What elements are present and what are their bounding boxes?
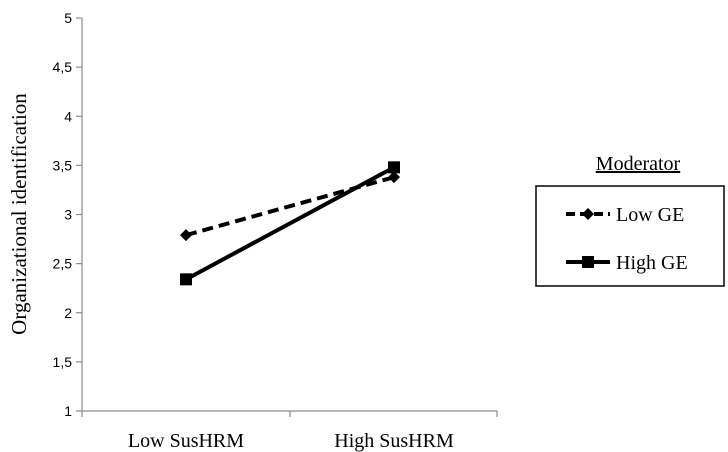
x-tick-label: High SusHRM: [334, 430, 454, 452]
y-tick-label: 3,5: [53, 157, 73, 173]
legend-marker: [582, 256, 594, 268]
data-point: [388, 161, 400, 174]
data-point: [180, 273, 192, 286]
x-axis: Low SusHRM High SusHRM: [81, 410, 498, 452]
y-tick-label: 3: [64, 207, 72, 223]
legend: Moderator Low GE High GE: [535, 153, 725, 287]
legend-marker: [582, 208, 594, 220]
data-point: [180, 229, 192, 242]
series-line: [185, 165, 395, 282]
y-axis-label: Organizational identification: [7, 93, 31, 335]
y-tick-label: 5: [64, 10, 72, 26]
legend-title: Moderator: [596, 153, 681, 175]
legend-label: High GE: [616, 252, 688, 274]
data-point: [388, 171, 400, 184]
series-high-ge: [180, 161, 400, 286]
y-tick-label: 4,5: [53, 59, 73, 75]
y-tick-label: 4: [64, 108, 72, 124]
legend-item: Low GE: [566, 204, 684, 226]
series-layer: [180, 161, 400, 286]
y-axis: 1 1,5 2 2,5 3 3,5 4 4,5 5: [53, 10, 83, 419]
legend-box: [535, 185, 725, 287]
y-tick-label: 2: [64, 305, 72, 321]
y-tick-label: 2,5: [53, 256, 73, 272]
x-tick-label: Low SusHRM: [128, 430, 244, 452]
y-tick-label: 1,5: [53, 354, 73, 370]
legend-item: High GE: [566, 252, 688, 274]
y-tick-label: 1: [64, 403, 72, 419]
legend-label: Low GE: [616, 204, 684, 226]
